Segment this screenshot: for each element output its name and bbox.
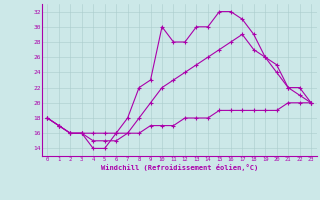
X-axis label: Windchill (Refroidissement éolien,°C): Windchill (Refroidissement éolien,°C) [100, 164, 258, 171]
